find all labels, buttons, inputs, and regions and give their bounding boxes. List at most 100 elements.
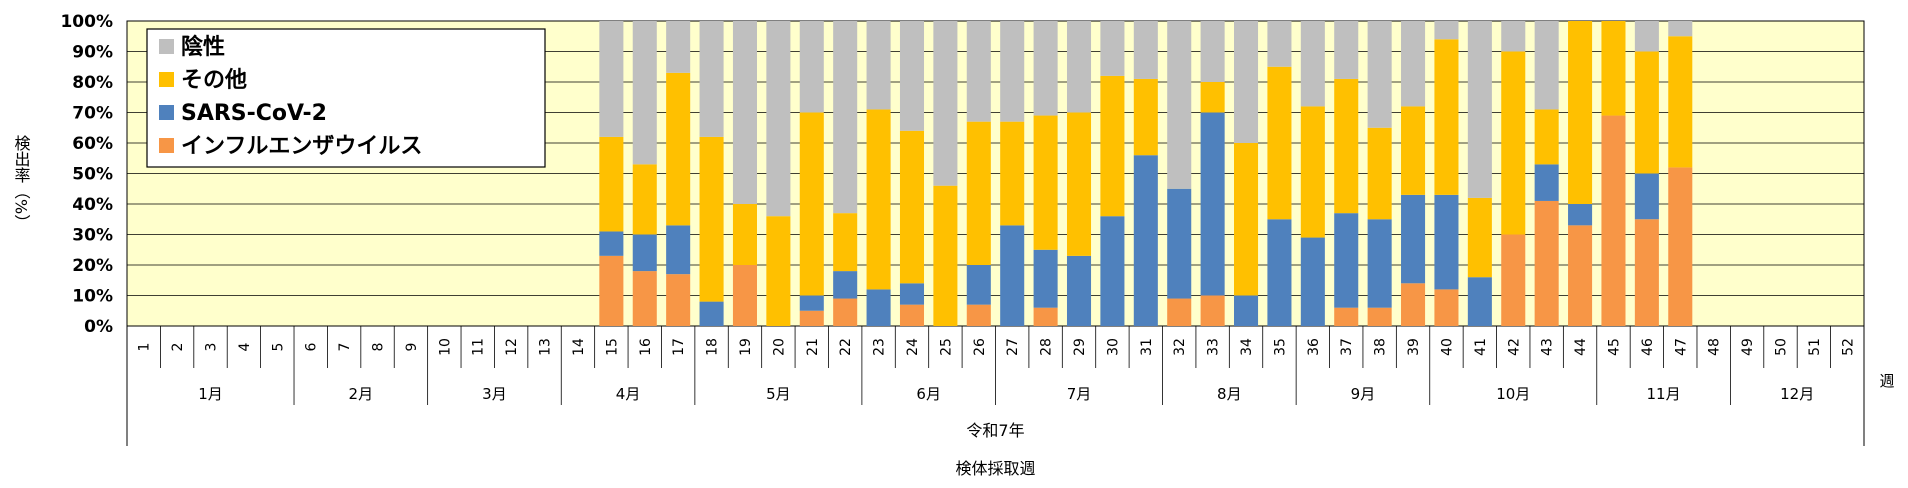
bar-segment xyxy=(1234,21,1259,143)
week-label: 21 xyxy=(805,338,821,356)
week-label: 5 xyxy=(270,343,286,352)
bar-segment xyxy=(1434,194,1459,290)
week-label: 40 xyxy=(1439,338,1455,356)
bar-segment xyxy=(1401,194,1426,284)
bar-segment xyxy=(1568,21,1593,204)
week-label: 44 xyxy=(1573,338,1589,356)
week-label: 29 xyxy=(1072,338,1088,356)
week-label: 34 xyxy=(1239,338,1255,356)
bar-segment xyxy=(1568,204,1593,226)
week-label: 39 xyxy=(1406,338,1422,356)
y-tick-label: 0% xyxy=(84,317,113,337)
bar-segment xyxy=(799,310,824,326)
bar-segment xyxy=(1401,283,1426,326)
week-label: 38 xyxy=(1373,338,1389,356)
bar-segment xyxy=(666,225,691,275)
y-axis-ticks: 0% 10% 20% 30% 40% 50% 60% 70% 80% 90% 100% xyxy=(60,12,113,337)
bar-segment xyxy=(1501,51,1526,235)
bar-segment xyxy=(1334,21,1359,79)
week-label: 47 xyxy=(1673,338,1689,356)
y-tick-label: 90% xyxy=(72,43,113,63)
bar-segment xyxy=(1033,115,1058,250)
y-tick-label: 40% xyxy=(72,195,113,215)
week-label: 9 xyxy=(404,343,420,352)
legend-label: 陰性 xyxy=(181,34,225,60)
bar-segment xyxy=(1668,21,1693,37)
bar-segment xyxy=(966,265,991,305)
bar-segment xyxy=(1133,155,1158,326)
week-label: 27 xyxy=(1005,338,1021,356)
month-label: 5月 xyxy=(766,385,791,403)
bar-segment xyxy=(1066,112,1092,256)
y-tick-label: 20% xyxy=(72,256,113,276)
bar-segment xyxy=(766,21,791,217)
bar-segment xyxy=(632,234,657,272)
y-axis-label: 検出率（%） xyxy=(12,135,31,230)
week-label: 25 xyxy=(938,338,954,356)
bar-segment xyxy=(1200,112,1225,296)
bar-segment xyxy=(1534,21,1559,110)
week-label: 36 xyxy=(1306,338,1322,356)
bar-segment xyxy=(799,21,824,113)
bar-segment xyxy=(899,304,925,326)
bar-segment xyxy=(1634,51,1659,174)
bar-segment xyxy=(1367,21,1392,128)
bar-segment xyxy=(966,21,991,122)
week-label: 15 xyxy=(604,338,620,356)
bar-segment xyxy=(1100,75,1125,217)
bar-segment xyxy=(1534,109,1559,165)
x-axis-label: 検体採取週 xyxy=(955,459,1035,478)
week-label: 3 xyxy=(204,343,220,352)
bar-segment xyxy=(1367,219,1392,308)
month-label: 10月 xyxy=(1496,385,1530,403)
week-label: 13 xyxy=(538,338,554,356)
week-label: 42 xyxy=(1506,338,1522,356)
bar-segment xyxy=(1401,106,1426,195)
bar-segment xyxy=(1568,225,1593,326)
bar-segment xyxy=(732,21,757,204)
bar-segment xyxy=(666,21,691,73)
week-label: 8 xyxy=(371,343,387,352)
bar-segment xyxy=(599,231,624,256)
y-tick-label: 50% xyxy=(72,165,113,185)
month-label: 6月 xyxy=(916,385,941,403)
bar-segment xyxy=(1668,167,1693,326)
bar-segment xyxy=(866,109,891,290)
bar-segment xyxy=(1367,307,1392,326)
bar-segment xyxy=(1300,21,1325,107)
week-label: 20 xyxy=(771,338,787,356)
bar-segment xyxy=(1334,213,1359,308)
bar-segment xyxy=(799,295,824,311)
bar-segment xyxy=(899,130,925,284)
week-label: 41 xyxy=(1473,338,1489,356)
bar-segment xyxy=(1066,255,1092,326)
bar-segment xyxy=(632,271,657,326)
bar-segment xyxy=(866,21,891,110)
week-label: 12 xyxy=(504,338,520,356)
bar-segment xyxy=(866,289,891,326)
week-label: 45 xyxy=(1606,338,1622,356)
bar-segment xyxy=(1200,82,1225,113)
bar-segment xyxy=(1401,21,1426,107)
bar-segment xyxy=(1668,36,1693,168)
bar-segment xyxy=(1033,307,1058,326)
legend-label: SARS-CoV-2 xyxy=(181,101,327,126)
bar-segment xyxy=(833,298,858,326)
bar-segment xyxy=(1267,21,1292,67)
bar-segment xyxy=(1467,277,1492,326)
month-label: 7月 xyxy=(1067,385,1092,403)
legend-swatch xyxy=(159,72,174,87)
bar-segment xyxy=(1334,78,1359,214)
bar-segment xyxy=(1367,127,1392,220)
week-label: 49 xyxy=(1740,338,1756,356)
year-label: 令和7年 xyxy=(966,421,1024,440)
bar-segment xyxy=(699,21,724,137)
bar-segment xyxy=(1534,200,1559,326)
week-label: 7 xyxy=(337,343,353,352)
week-label: 22 xyxy=(838,338,854,356)
bar-segment xyxy=(1634,219,1659,326)
bar-segment xyxy=(1167,21,1192,189)
bar-segment xyxy=(1501,21,1526,52)
